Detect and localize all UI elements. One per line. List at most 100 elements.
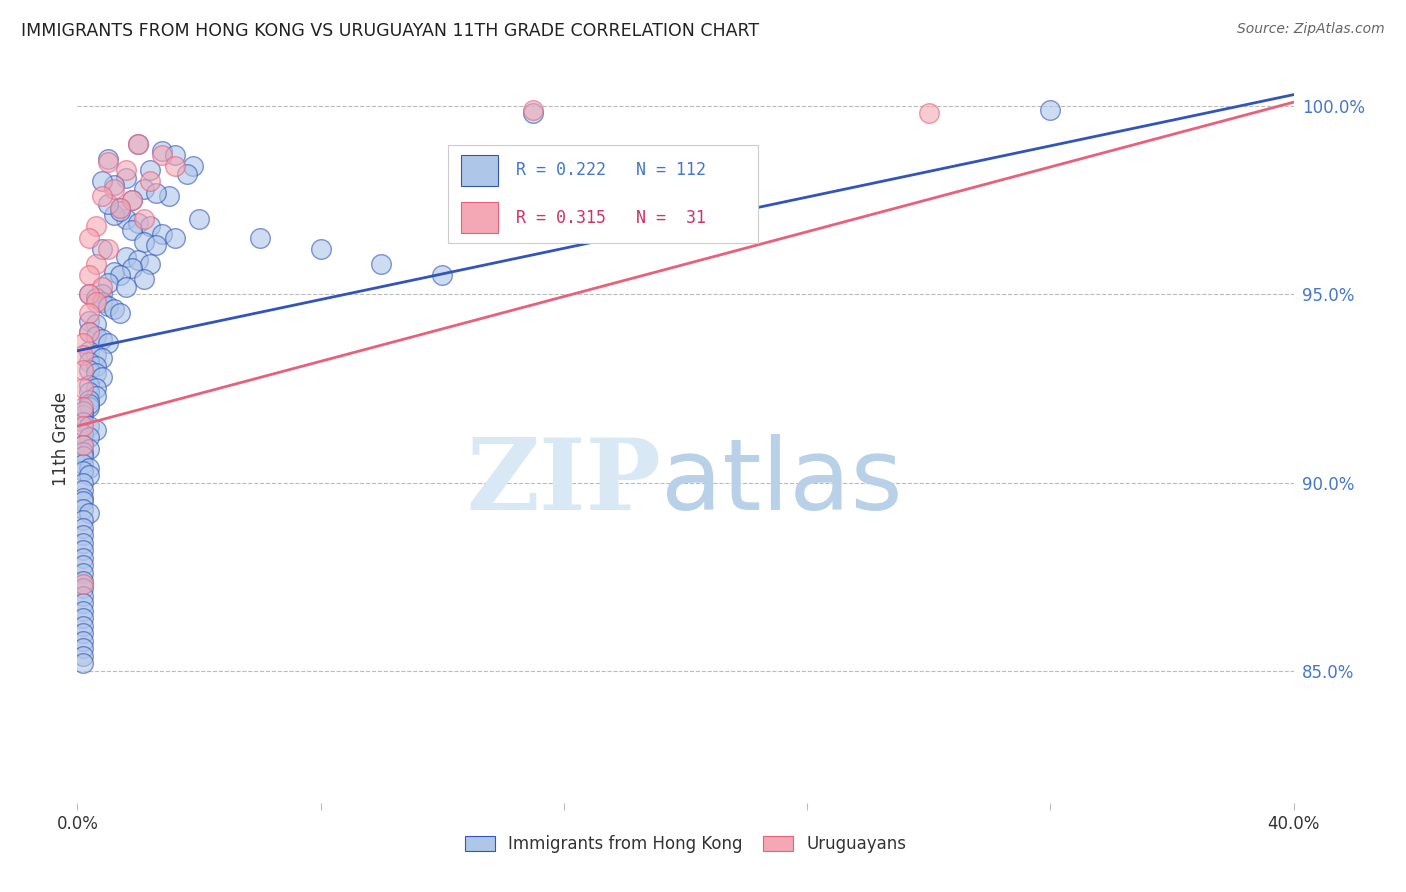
- Point: [72, 648, 94, 663]
- Point: [103, 302, 125, 317]
- Point: [103, 182, 125, 196]
- Point: [84, 294, 107, 309]
- Point: [72, 657, 94, 671]
- Point: [84, 423, 107, 437]
- Point: [72, 491, 94, 505]
- Point: [72, 626, 94, 640]
- Point: [90, 189, 112, 203]
- Point: [72, 483, 94, 498]
- Point: [79, 287, 101, 301]
- Point: [79, 355, 101, 369]
- Point: [115, 163, 138, 178]
- Point: [139, 163, 162, 178]
- Point: [72, 558, 94, 573]
- Point: [145, 186, 167, 200]
- Point: [121, 223, 143, 237]
- Point: [127, 216, 149, 230]
- Point: [103, 265, 125, 279]
- Point: [79, 287, 101, 301]
- Point: [309, 242, 332, 256]
- Point: [79, 442, 101, 456]
- Point: [72, 494, 94, 508]
- Point: [72, 577, 94, 591]
- Point: [139, 219, 162, 234]
- Point: [134, 272, 156, 286]
- Point: [163, 148, 186, 162]
- Point: [108, 306, 131, 320]
- Point: [72, 381, 94, 395]
- Point: [127, 136, 149, 151]
- Point: [139, 257, 162, 271]
- Point: [84, 328, 107, 343]
- Text: Source: ZipAtlas.com: Source: ZipAtlas.com: [1237, 22, 1385, 37]
- Point: [121, 193, 143, 207]
- Point: [72, 566, 94, 580]
- Point: [370, 257, 392, 271]
- Point: [108, 204, 131, 219]
- Point: [79, 401, 101, 415]
- Point: [108, 201, 131, 215]
- Point: [139, 174, 162, 188]
- Point: [127, 136, 149, 151]
- Point: [72, 502, 94, 516]
- Point: [90, 351, 112, 366]
- Point: [522, 106, 544, 120]
- Point: [108, 201, 131, 215]
- Point: [84, 389, 107, 403]
- Point: [430, 268, 453, 283]
- Point: [134, 235, 156, 249]
- Point: [72, 641, 94, 656]
- Point: [163, 231, 186, 245]
- Point: [79, 313, 101, 327]
- Point: [72, 536, 94, 550]
- Point: [72, 521, 94, 535]
- Point: [90, 242, 112, 256]
- Point: [918, 106, 941, 120]
- Point: [84, 367, 107, 381]
- Point: [84, 347, 107, 361]
- Point: [115, 250, 138, 264]
- Point: [79, 506, 101, 520]
- Point: [108, 268, 131, 283]
- Point: [72, 401, 94, 415]
- Point: [79, 468, 101, 483]
- Point: [188, 211, 211, 226]
- Point: [145, 238, 167, 252]
- Point: [72, 450, 94, 464]
- Point: [90, 287, 112, 301]
- Point: [79, 325, 101, 339]
- Point: [97, 242, 120, 256]
- Point: [79, 325, 101, 339]
- Point: [79, 377, 101, 392]
- Point: [152, 227, 174, 241]
- Point: [79, 268, 101, 283]
- Point: [97, 155, 120, 169]
- Point: [79, 392, 101, 407]
- Point: [84, 318, 107, 332]
- Point: [115, 279, 138, 293]
- Point: [79, 396, 101, 410]
- Point: [84, 219, 107, 234]
- Point: [79, 306, 101, 320]
- Point: [90, 294, 112, 309]
- Point: [84, 359, 107, 373]
- Point: [79, 231, 101, 245]
- Point: [72, 604, 94, 618]
- Point: [152, 144, 174, 158]
- Point: [79, 430, 101, 444]
- Point: [72, 581, 94, 595]
- Point: [84, 291, 107, 305]
- Point: [103, 178, 125, 192]
- Point: [79, 460, 101, 475]
- Point: [97, 276, 120, 290]
- Point: [72, 513, 94, 527]
- Point: [103, 208, 125, 222]
- Point: [72, 528, 94, 542]
- Point: [72, 543, 94, 558]
- Point: [181, 159, 204, 173]
- Point: [72, 457, 94, 471]
- Point: [249, 231, 271, 245]
- Point: [522, 103, 544, 117]
- Point: [127, 253, 149, 268]
- Point: [79, 362, 101, 376]
